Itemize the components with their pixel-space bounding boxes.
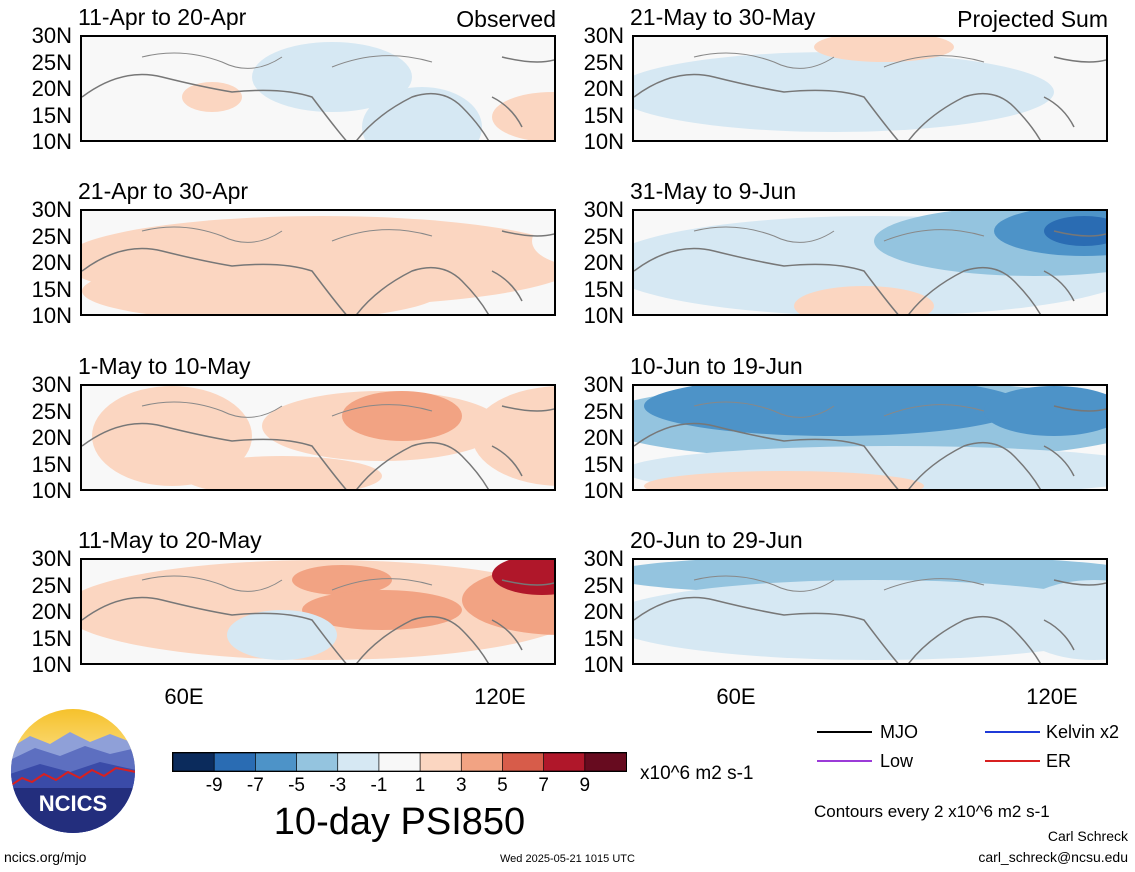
lat-label: 10N [583,129,624,154]
logo-text: NCICS [39,791,107,816]
legend: MJO Kelvin x2 Low ER [810,718,1130,778]
colorbar-swatch [502,752,545,772]
lat-label: 30N [583,197,624,222]
colorbar-units: x10^6 m2 s-1 [640,763,754,784]
colorbar-swatch [584,752,627,772]
main-title: 10-day PSI850 [273,801,526,843]
lat-label: 20N [583,76,624,101]
lon-label: 60E [164,684,204,709]
colorbar-swatch [378,752,421,772]
lat-label: 30N [31,197,72,222]
lat-label: 10N [31,478,72,503]
colorbar-swatch [172,752,216,772]
lat-label: 20N [583,425,624,450]
lat-label: 15N [31,451,72,477]
map-panel [632,384,1108,491]
lat-label: 20N [583,599,624,624]
colorbar-label: -1 [370,775,388,796]
colorbar-label: -7 [246,775,264,796]
map-panel [632,35,1108,142]
lat-label: 15N [583,625,624,651]
lat-label: 10N [583,303,624,328]
lat-label: 15N [31,625,72,651]
lat-label: 30N [583,372,624,397]
lat-label: 10N [31,129,72,154]
lat-label: 10N [31,303,72,328]
map-panel [80,384,556,491]
lat-label: 25N [583,398,624,424]
lat-label: 25N [583,572,624,598]
colorbar-label: 5 [497,775,508,796]
map-panel [80,558,556,665]
colorbar-swatch [419,752,463,772]
panel-title: 21-Apr to 30-Apr [78,178,249,204]
lat-label: 25N [31,398,72,424]
panel-title: 20-Jun to 29-Jun [630,527,803,553]
colorbar [172,752,627,772]
lat-label: 20N [31,250,72,275]
map-panel [632,558,1108,665]
lat-label: 25N [31,49,72,75]
colorbar-label: -3 [329,775,347,796]
lat-label: 30N [583,23,624,48]
colorbar-label: 7 [538,775,549,796]
colorbar-label: -9 [205,775,223,796]
panel-tag: Observed [456,6,556,32]
colorbar-swatch [337,752,380,772]
lon-label: 120E [474,684,526,709]
contour-note: Contours every 2 x10^6 m2 s-1 [814,802,1050,821]
legend-low: Low [880,751,914,771]
lon-label: 60E [716,684,756,709]
colorbar-swatch [255,752,298,772]
lat-label: 30N [31,23,72,48]
lat-label: 30N [31,372,72,397]
colorbar-swatch [460,752,504,772]
lat-label: 20N [31,425,72,450]
lat-label: 15N [583,276,624,302]
colorbar-swatch [213,752,257,772]
panel-title: 1-May to 10-May [78,353,251,379]
colorbar-label: 3 [455,775,467,796]
colorbar-label: 9 [579,775,591,796]
panel-title: 21-May to 30-May [630,4,816,30]
lat-label: 15N [583,451,624,477]
legend-kelvin: Kelvin x2 [1046,722,1120,742]
lat-label: 25N [31,572,72,598]
colorbar-swatch [296,752,339,772]
email[interactable]: carl_schreck@ncsu.edu [978,849,1128,865]
lat-label: 15N [31,102,72,128]
legend-mjo: MJO [880,722,918,742]
colorbar-label: -5 [288,775,305,796]
lat-label: 10N [583,652,624,677]
lon-label: 120E [1026,684,1078,709]
legend-er: ER [1046,751,1072,771]
lat-label: 30N [583,546,624,571]
lat-label: 15N [583,102,624,128]
colorbar-swatch [543,752,586,772]
timestamp: Wed 2025-05-21 1015 UTC [500,853,635,865]
panel-title: 31-May to 9-Jun [630,178,797,204]
lat-label: 15N [31,276,72,302]
ncics-logo: NCICS [10,708,136,834]
map-panel [632,209,1108,316]
panel-tag: Projected Sum [957,6,1108,32]
lat-label: 20N [31,76,72,101]
colorbar-label: 1 [414,775,426,796]
map-panel [80,35,556,142]
lat-label: 25N [583,223,624,249]
panel-title: 11-May to 20-May [78,527,262,553]
author: Carl Schreck [1047,828,1128,844]
panel-title: 11-Apr to 20-Apr [78,4,247,30]
lat-label: 25N [583,49,624,75]
map-panel [80,209,556,316]
lat-label: 25N [31,223,72,249]
lat-label: 20N [31,599,72,624]
lat-label: 10N [31,652,72,677]
lat-label: 20N [583,250,624,275]
lat-label: 30N [31,546,72,571]
site-link[interactable]: ncics.org/mjo [4,849,87,865]
panel-title: 10-Jun to 19-Jun [630,353,803,379]
lat-label: 10N [583,478,624,503]
